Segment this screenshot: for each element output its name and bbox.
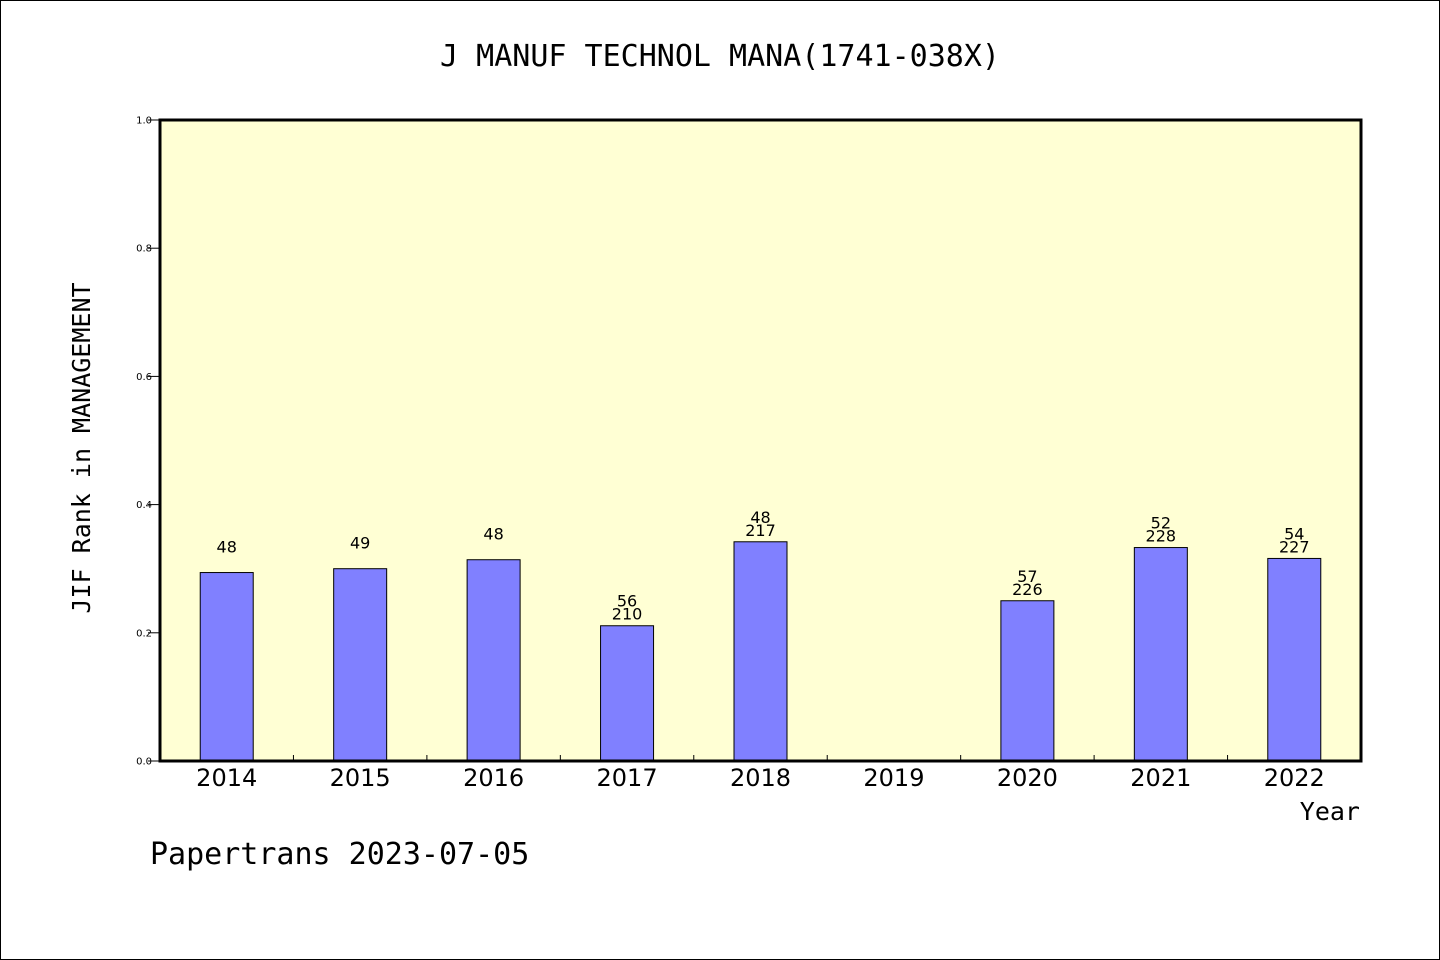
bar-rank-label-2018: 48 (750, 508, 770, 527)
y-axis-title: JIF Rank in MANAGEMENT (67, 282, 96, 613)
x-tick-label-2018: 2018 (730, 764, 791, 792)
footer-text: Papertrans 2023-07-05 (150, 837, 529, 872)
x-axis-title: Year (1300, 797, 1360, 826)
chart-title: J MANUF TECHNOL MANA(1741-038X) (440, 39, 1000, 74)
bar-total-label-2022: 227 (1279, 537, 1310, 556)
bar-2020 (1000, 600, 1055, 762)
bar-rank-label-2014: 48 (217, 538, 237, 557)
x-tick-label-2020: 2020 (997, 764, 1058, 792)
bar-2022 (1267, 557, 1322, 762)
bars-group (199, 541, 1322, 762)
bar-rank-label-2020: 57 (1017, 567, 1037, 586)
x-axis: 2014 2015 2016 2017 2018 2019 2020 2021 2022 (196, 755, 1325, 792)
y-tick-label-2: 0.4 (136, 500, 152, 511)
y-tick-label-5: 1.0 (136, 116, 152, 127)
bar-total-label-2018: 217 (745, 521, 776, 540)
bar-total-label-2021: 228 (1146, 527, 1177, 546)
bar-2016 (466, 559, 521, 762)
bar-rank-label-2021: 52 (1151, 514, 1171, 533)
bar-2021 (1133, 547, 1188, 762)
y-axis: 0.0 0.2 0.4 0.6 0.8 1.0 (136, 116, 160, 768)
bar-total-label-2020: 226 (1012, 580, 1043, 599)
y-tick-label-4: 0.8 (136, 244, 152, 255)
y-tick-label-1: 0.2 (136, 628, 152, 639)
bar-rank-label-2022: 54 (1284, 524, 1304, 543)
x-tick-label-2017: 2017 (597, 764, 658, 792)
x-tick-label-2021: 2021 (1130, 764, 1191, 792)
plot-border (158, 118, 1363, 763)
x-tick-label-2016: 2016 (463, 764, 524, 792)
x-tick-label-2015: 2015 (330, 764, 391, 792)
x-tick-label-2014: 2014 (196, 764, 257, 792)
y-tick-label-0: 0.0 (136, 757, 152, 768)
x-tick-label-2022: 2022 (1264, 764, 1325, 792)
y-tick-label-3: 0.6 (136, 372, 152, 383)
bar-2015 (333, 568, 388, 762)
bar-2014 (199, 572, 254, 762)
bar-2018 (733, 541, 788, 762)
bar-rank-label-2015: 49 (350, 534, 370, 553)
bar-total-label-2017: 210 (612, 605, 643, 624)
bar-rank-label-2016: 48 (483, 525, 503, 544)
bar-2017 (600, 625, 655, 762)
bar-rank-label-2017: 56 (617, 592, 637, 611)
x-tick-label-2019: 2019 (863, 764, 924, 792)
